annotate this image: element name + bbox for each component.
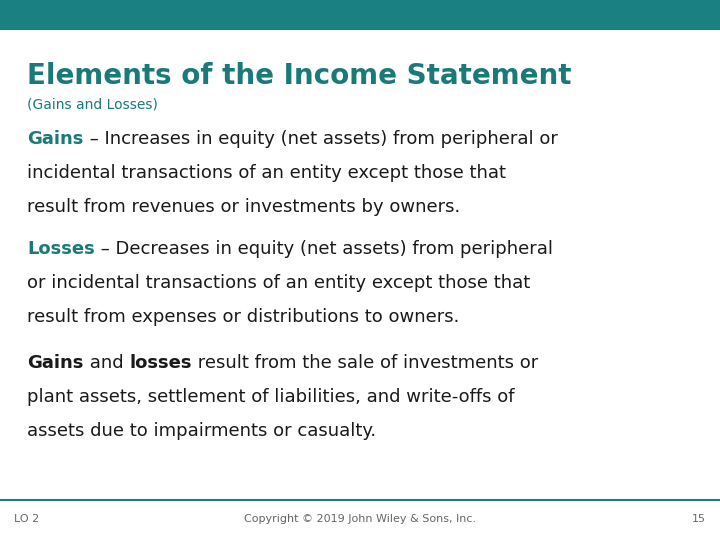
Text: (Gains and Losses): (Gains and Losses) — [27, 97, 158, 111]
Text: result from expenses or distributions to owners.: result from expenses or distributions to… — [27, 308, 460, 326]
Text: Copyright © 2019 John Wiley & Sons, Inc.: Copyright © 2019 John Wiley & Sons, Inc. — [244, 515, 476, 524]
Text: result from revenues or investments by owners.: result from revenues or investments by o… — [27, 198, 461, 215]
Text: – Decreases in equity (net assets) from peripheral: – Decreases in equity (net assets) from … — [95, 240, 553, 258]
Text: LO 2: LO 2 — [14, 515, 40, 524]
Text: 15: 15 — [692, 515, 706, 524]
Text: Losses: Losses — [27, 240, 95, 258]
Text: Gains: Gains — [27, 130, 84, 147]
Bar — [0, 0, 720, 30]
Text: Gains: Gains — [27, 354, 84, 372]
Text: losses: losses — [129, 354, 192, 372]
Text: assets due to impairments or casualty.: assets due to impairments or casualty. — [27, 422, 377, 440]
Text: plant assets, settlement of liabilities, and write-offs of: plant assets, settlement of liabilities,… — [27, 388, 515, 406]
Text: or incidental transactions of an entity except those that: or incidental transactions of an entity … — [27, 274, 531, 292]
Text: – Increases in equity (net assets) from peripheral or: – Increases in equity (net assets) from … — [84, 130, 557, 147]
Text: Elements of the Income Statement: Elements of the Income Statement — [27, 62, 572, 90]
Text: and: and — [84, 354, 129, 372]
Text: result from the sale of investments or: result from the sale of investments or — [192, 354, 538, 372]
Text: incidental transactions of an entity except those that: incidental transactions of an entity exc… — [27, 164, 506, 181]
